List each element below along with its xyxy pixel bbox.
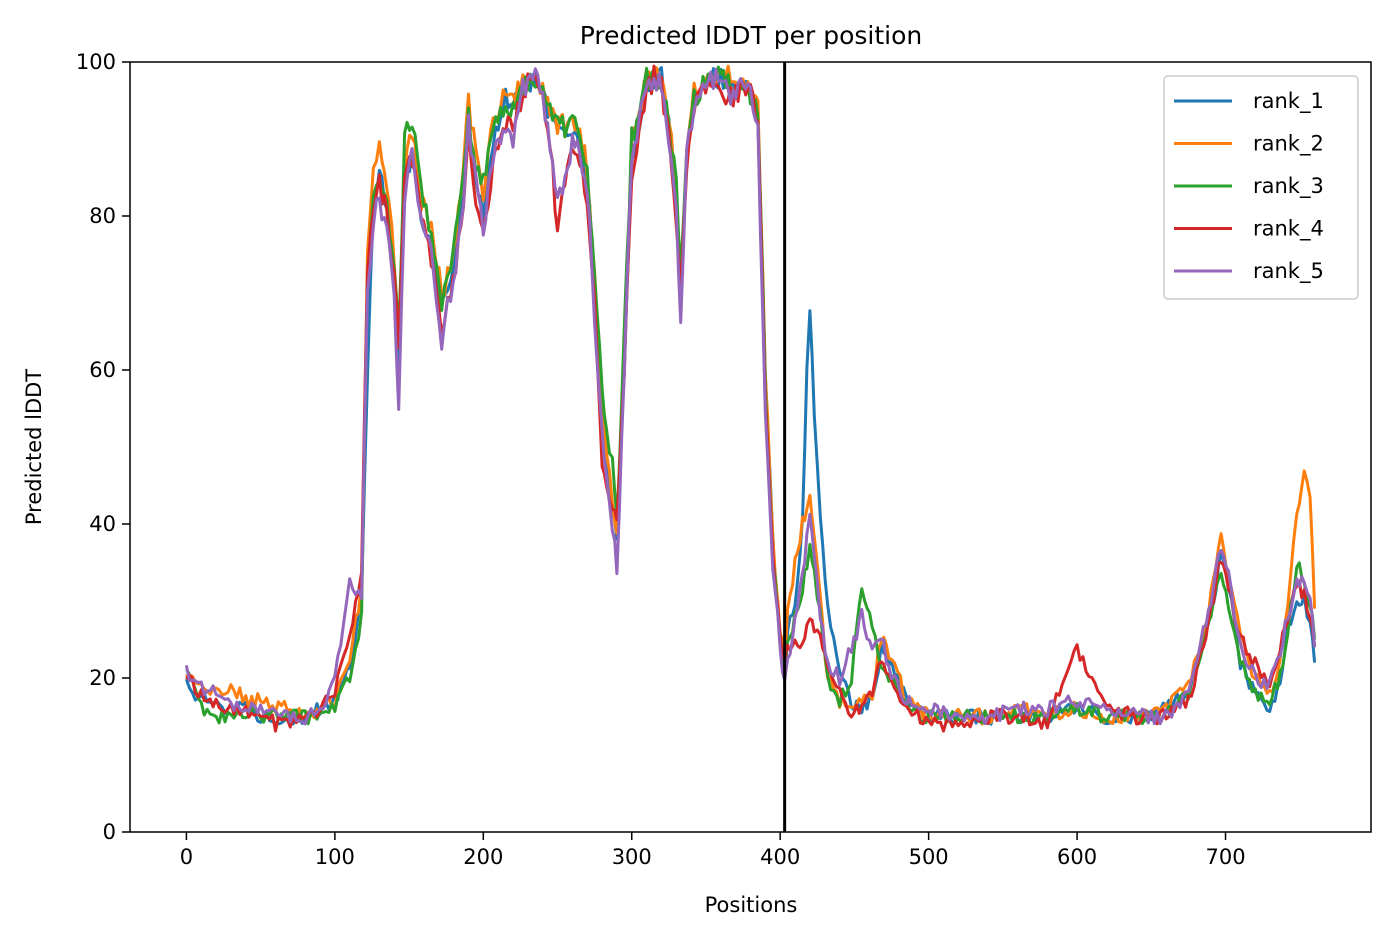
series-line-rank_2 xyxy=(185,64,1317,726)
y-tick-label: 40 xyxy=(89,512,116,536)
x-axis-label: Positions xyxy=(705,893,798,917)
y-axis-label: Predicted lDDT xyxy=(22,369,46,525)
legend-label-rank_1: rank_1 xyxy=(1253,89,1324,114)
legend: rank_1 rank_2 rank_3 rank_4 rank_5 xyxy=(1163,75,1359,300)
y-tick-label: 20 xyxy=(89,666,116,690)
x-tick-label: 100 xyxy=(315,845,355,869)
x-tick-label: 0 xyxy=(180,845,193,869)
x-tick-label: 500 xyxy=(909,845,949,869)
legend-label-rank_5: rank_5 xyxy=(1253,259,1324,284)
chart-title: Predicted lDDT per position xyxy=(580,21,922,50)
x-axis: 0 100 200 300 400 500 600 700 xyxy=(180,832,1246,869)
legend-label-rank_3: rank_3 xyxy=(1253,174,1324,199)
legend-box xyxy=(1163,75,1359,300)
y-tick-label: 100 xyxy=(76,50,116,74)
plot-frame xyxy=(129,61,1372,833)
x-tick-label: 700 xyxy=(1205,845,1245,869)
series-layer xyxy=(184,64,1317,733)
legend-label-rank_4: rank_4 xyxy=(1253,217,1324,242)
y-tick-label: 60 xyxy=(89,358,116,382)
x-tick-label: 200 xyxy=(463,845,503,869)
series-line-rank_5 xyxy=(184,67,1317,726)
x-tick-label: 300 xyxy=(612,845,652,869)
y-tick-label: 0 xyxy=(103,820,116,844)
x-tick-label: 400 xyxy=(760,845,800,869)
y-axis: 0 20 40 60 80 100 xyxy=(76,50,130,844)
legend-label-rank_2: rank_2 xyxy=(1253,132,1324,157)
y-tick-label: 80 xyxy=(89,204,116,228)
x-tick-label: 600 xyxy=(1057,845,1097,869)
